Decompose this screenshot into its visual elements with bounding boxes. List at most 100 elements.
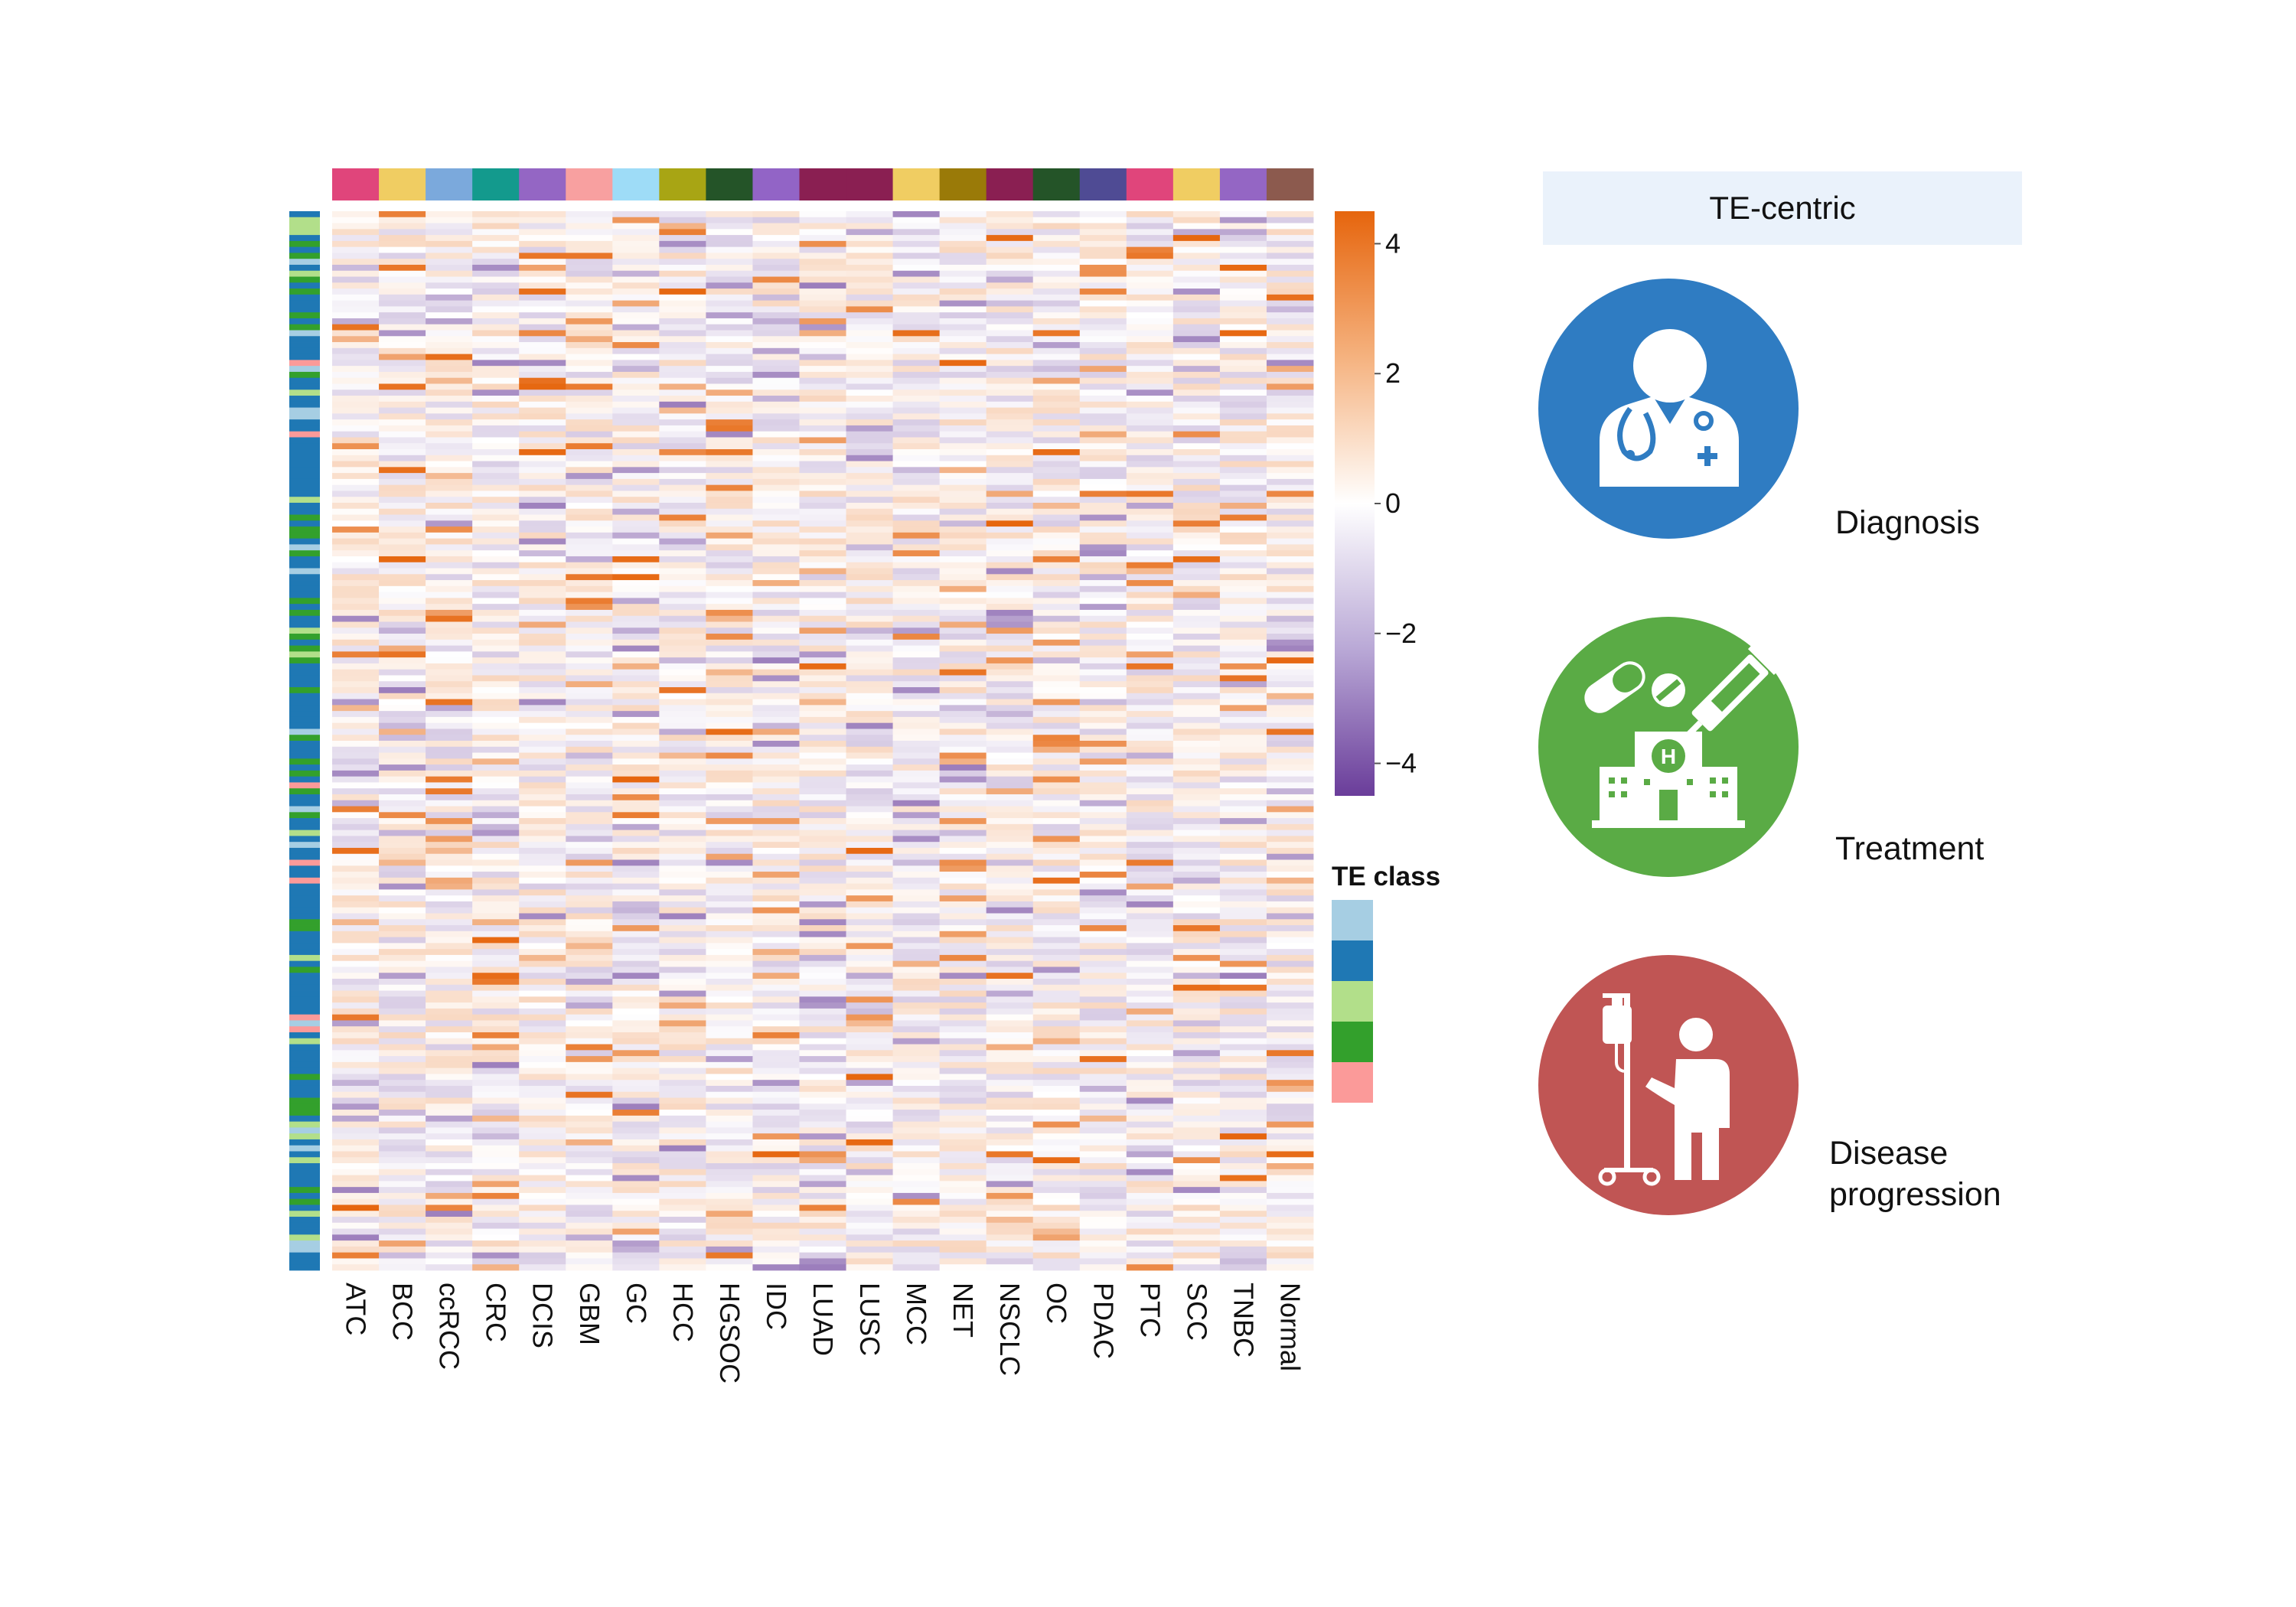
heatmap-cell (379, 687, 426, 694)
heatmap-cell (332, 1169, 380, 1175)
heatmap-cell (1126, 514, 1174, 521)
heatmap-cell (799, 716, 846, 724)
heatmap-cell (799, 1234, 846, 1241)
heatmap-cell (892, 877, 941, 885)
heatmap-cell (1032, 865, 1081, 872)
heatmap-cell (939, 276, 987, 283)
heatmap-cell (519, 324, 566, 331)
heatmap-cell (1126, 842, 1174, 849)
row-annotation-cell (289, 526, 320, 533)
row-annotation-cell (289, 217, 320, 223)
heatmap-cell (519, 663, 566, 670)
heatmap-cell (1126, 949, 1174, 956)
heatmap-cell (799, 853, 846, 860)
heatmap-cell (1266, 1038, 1314, 1045)
heatmap-cell (332, 1157, 380, 1164)
heatmap-cell (1126, 377, 1174, 384)
heatmap-cell (799, 502, 846, 510)
heatmap-cell (332, 716, 380, 724)
heatmap-cell (846, 1085, 893, 1093)
heatmap-cell (332, 1032, 380, 1039)
heatmap-cell (426, 609, 473, 617)
heatmap-cell (566, 455, 613, 461)
row-annotation-cell (289, 347, 320, 355)
heatmap-cell (612, 823, 660, 831)
heatmap-cell (659, 687, 706, 694)
row-annotation-cell (289, 407, 320, 414)
heatmap-cell (519, 770, 566, 777)
heatmap-cell (939, 491, 987, 497)
heatmap-cell (986, 842, 1034, 849)
heatmap-cell (986, 473, 1034, 480)
heatmap-cell (1079, 366, 1127, 373)
heatmap-cell (1126, 354, 1174, 360)
heatmap-cell (892, 360, 941, 367)
heatmap-cell (332, 407, 380, 414)
heatmap-cell (846, 979, 893, 986)
heatmap-cell (379, 396, 426, 403)
heatmap-cell (379, 484, 426, 491)
heatmap-cell (1266, 788, 1314, 795)
heatmap-cell (986, 729, 1034, 735)
heatmap-cell (659, 1038, 706, 1045)
heatmap-cell (752, 1026, 800, 1033)
heatmap-cell (892, 318, 941, 325)
heatmap-cell (1172, 401, 1221, 408)
heatmap-cell (472, 497, 520, 504)
heatmap-cell (1266, 1175, 1314, 1182)
heatmap-cell (332, 264, 380, 272)
heatmap-cell (1266, 585, 1314, 593)
heatmap-cell (799, 1246, 846, 1253)
heatmap-cell (426, 979, 473, 986)
heatmap-cell (986, 264, 1034, 272)
heatmap-cell (1032, 1252, 1081, 1259)
heatmap-cell (939, 770, 987, 777)
heatmap-cell (519, 651, 566, 658)
heatmap-cell (706, 788, 753, 795)
heatmap-cell (799, 1211, 846, 1217)
heatmap-cell (612, 1091, 660, 1098)
heatmap-cell (379, 1080, 426, 1087)
heatmap-cell (1172, 830, 1221, 836)
row-annotation-cell (289, 788, 320, 795)
heatmap-cell (659, 473, 706, 480)
heatmap-cell (1032, 818, 1081, 825)
heatmap-cell (1126, 681, 1174, 688)
heatmap-cell (799, 1050, 846, 1057)
heatmap-cell (332, 990, 380, 997)
heatmap-cell (939, 954, 987, 962)
heatmap-cell (706, 979, 753, 986)
heatmap-cell (659, 324, 706, 331)
heatmap-cell (1079, 437, 1127, 444)
heatmap-cell (752, 1020, 800, 1027)
heatmap-cell (519, 1026, 566, 1033)
heatmap-cell (332, 502, 380, 510)
heatmap-cell (612, 966, 660, 973)
heatmap-cell (612, 1192, 660, 1200)
heatmap-cell (1266, 270, 1314, 277)
heatmap-cell (519, 1234, 566, 1241)
row-annotation-cell (289, 1252, 320, 1259)
heatmap-cell (379, 497, 426, 504)
heatmap-cell (1219, 1133, 1267, 1140)
heatmap-cell (752, 1181, 800, 1188)
heatmap-cell (752, 598, 800, 605)
heatmap-cell (566, 425, 613, 432)
heatmap-cell (986, 276, 1034, 283)
heatmap-cell (706, 812, 753, 819)
heatmap-cell (1219, 901, 1267, 908)
heatmap-cell (472, 669, 520, 676)
heatmap-cell (892, 1145, 941, 1152)
heatmap-cell (986, 556, 1034, 563)
heatmap-cell (1079, 1252, 1127, 1259)
heatmap-cell (332, 1020, 380, 1027)
heatmap-cell (566, 651, 613, 658)
heatmap-cell (1126, 615, 1174, 622)
heatmap-cell (519, 1240, 566, 1247)
heatmap-cell (1266, 865, 1314, 872)
heatmap-cell (1126, 240, 1174, 248)
heatmap-cell (612, 580, 660, 587)
heatmap-cell (612, 306, 660, 313)
heatmap-cell (799, 425, 846, 432)
heatmap-cell (612, 330, 660, 337)
